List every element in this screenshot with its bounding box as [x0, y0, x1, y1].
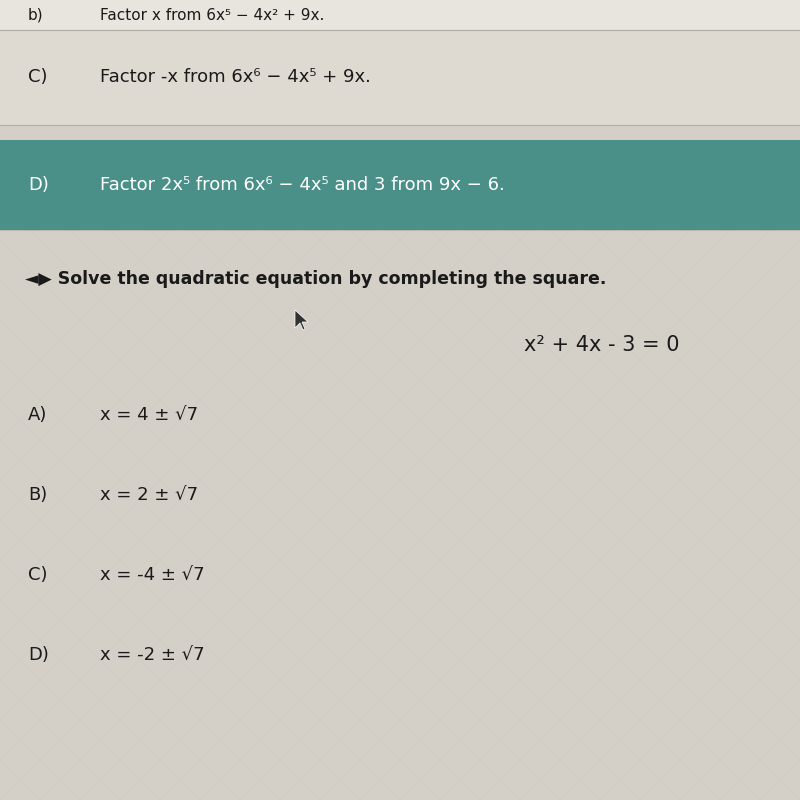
Text: x² + 4x - 3 = 0: x² + 4x - 3 = 0: [525, 335, 680, 355]
Bar: [0, 30, 800, 125]
Text: A): A): [28, 406, 47, 424]
Text: x = 2 ± √7: x = 2 ± √7: [100, 486, 198, 504]
Text: B): B): [28, 486, 47, 504]
Text: Factor 2x⁵ from 6x⁶ − 4x⁵ and 3 from 9x − 6.: Factor 2x⁵ from 6x⁶ − 4x⁵ and 3 from 9x …: [100, 176, 505, 194]
Bar: [0, 125, 800, 140]
Text: b): b): [28, 7, 44, 22]
Text: x = 4 ± √7: x = 4 ± √7: [100, 406, 198, 424]
Text: Factor x from 6x⁵ − 4x² + 9x.: Factor x from 6x⁵ − 4x² + 9x.: [100, 7, 324, 22]
Polygon shape: [295, 310, 308, 330]
Text: C): C): [28, 69, 47, 86]
Text: x = -2 ± √7: x = -2 ± √7: [100, 646, 205, 664]
Text: D): D): [28, 646, 49, 664]
Text: Factor -x from 6x⁶ − 4x⁵ + 9x.: Factor -x from 6x⁶ − 4x⁵ + 9x.: [100, 69, 371, 86]
Text: ◄▶ Solve the quadratic equation by completing the square.: ◄▶ Solve the quadratic equation by compl…: [25, 270, 606, 288]
Bar: [0, 140, 800, 230]
Text: D): D): [28, 176, 49, 194]
Text: x = -4 ± √7: x = -4 ± √7: [100, 566, 205, 584]
Bar: [0, 0, 800, 30]
Text: C): C): [28, 566, 47, 584]
